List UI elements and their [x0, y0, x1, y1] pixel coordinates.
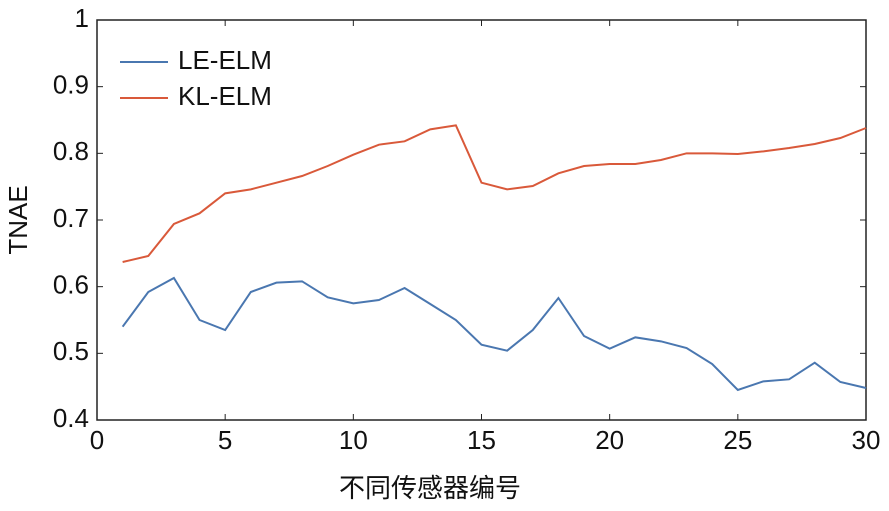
x-tick-label: 20 — [595, 425, 624, 455]
y-tick-label: 0.7 — [53, 203, 89, 233]
x-tick-label: 0 — [90, 425, 104, 455]
x-tick-label: 25 — [723, 425, 752, 455]
y-tick-label: 0.9 — [53, 70, 89, 100]
y-tick-label: 0.5 — [53, 336, 89, 366]
legend-label: KL-ELM — [178, 81, 272, 111]
x-tick-label: 15 — [467, 425, 496, 455]
data-line — [121, 276, 867, 392]
x-tick-label: 5 — [218, 425, 232, 455]
y-tick-label: 0.6 — [53, 270, 89, 300]
y-axis-label: TNAE — [3, 185, 33, 254]
legend-label: LE-ELM — [178, 45, 272, 75]
y-tick-label: 0.8 — [53, 136, 89, 166]
data-line — [122, 124, 867, 263]
y-tick-label: 1 — [75, 3, 89, 33]
x-tick-label: 10 — [339, 425, 368, 455]
x-axis-label: 不同传感器编号 — [339, 473, 521, 503]
x-tick-label: 30 — [852, 425, 881, 455]
y-tick-label: 0.4 — [53, 403, 89, 433]
